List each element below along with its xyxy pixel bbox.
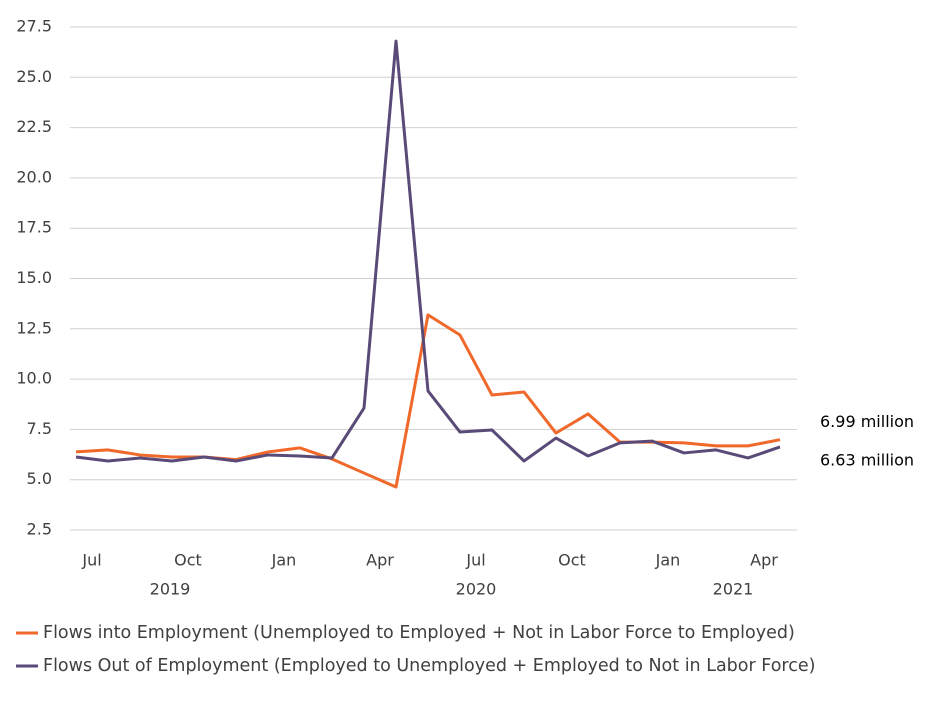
x-tick-label: Oct bbox=[558, 551, 586, 570]
y-tick-label: 25.0 bbox=[16, 67, 52, 86]
legend-label: Flows Out of Employment (Employed to Une… bbox=[43, 656, 815, 676]
x-tick-label: Jul bbox=[81, 551, 101, 570]
x-tick-label: Oct bbox=[174, 551, 202, 570]
y-tick-label: 7.5 bbox=[27, 419, 52, 438]
end-annotation: 6.99 million bbox=[820, 412, 914, 431]
y-tick-label: 12.5 bbox=[16, 318, 52, 337]
series-line bbox=[75, 39, 781, 463]
end-annotation: 6.63 million bbox=[820, 450, 914, 469]
year-label: 2020 bbox=[456, 580, 497, 599]
x-tick-label: Apr bbox=[750, 551, 778, 570]
x-tick-label: Apr bbox=[366, 551, 394, 570]
x-tick-label: Jan bbox=[271, 551, 297, 570]
y-tick-label: 20.0 bbox=[16, 167, 52, 186]
year-label: 2021 bbox=[713, 580, 754, 599]
year-label: 2019 bbox=[150, 580, 191, 599]
x-tick-label: Jul bbox=[465, 551, 485, 570]
y-tick-label: 10.0 bbox=[16, 369, 52, 388]
x-tick-label: Jan bbox=[655, 551, 681, 570]
y-tick-label: 15.0 bbox=[16, 268, 52, 287]
y-tick-label: 2.5 bbox=[27, 520, 52, 539]
y-tick-label: 27.5 bbox=[16, 17, 52, 36]
y-tick-label: 5.0 bbox=[27, 469, 52, 488]
legend-label: Flows into Employment (Unemployed to Emp… bbox=[43, 623, 795, 643]
y-tick-label: 17.5 bbox=[16, 218, 52, 237]
y-tick-label: 22.5 bbox=[16, 117, 52, 136]
